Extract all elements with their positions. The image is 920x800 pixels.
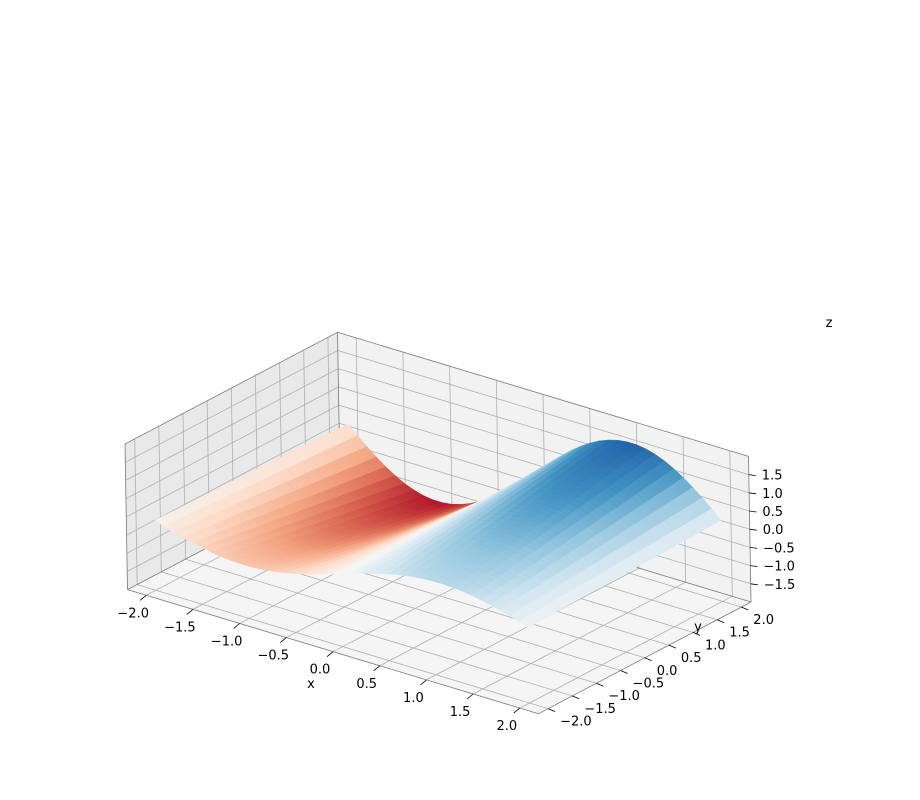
x-tick-label: −2.0 xyxy=(117,606,149,621)
surface-plot xyxy=(154,423,722,628)
y-grid-floor xyxy=(137,584,549,709)
z-grid-left xyxy=(126,422,340,536)
z-grid-left xyxy=(125,368,339,481)
y-grid-floor xyxy=(185,558,597,684)
y-tick xyxy=(692,632,701,636)
y-tick xyxy=(547,708,556,712)
y-tick-label: 0.5 xyxy=(681,651,702,666)
x-tick xyxy=(513,707,521,714)
y-tick-label: 2.0 xyxy=(753,613,774,628)
z-tick-label: 0.0 xyxy=(763,523,784,538)
x-tick-label: −1.0 xyxy=(211,635,243,650)
y-tick xyxy=(717,619,725,624)
x-tick-label: −0.5 xyxy=(258,649,290,664)
z-grid-back xyxy=(337,368,750,494)
y-tick xyxy=(620,670,628,674)
x-tick xyxy=(280,637,287,643)
x-tick-label: −1.5 xyxy=(164,620,196,635)
z-tick-label: −0.5 xyxy=(763,541,795,556)
y-grid-floor xyxy=(161,571,573,697)
z-tick-label: 1.0 xyxy=(762,487,783,502)
y-tick-label: −2.0 xyxy=(560,715,592,730)
z-tick xyxy=(748,474,756,476)
x-tick xyxy=(326,651,334,658)
z-tick xyxy=(749,492,757,495)
x-tick xyxy=(186,609,194,615)
y-tick xyxy=(596,682,604,687)
y-tick-label: −1.0 xyxy=(608,689,640,704)
z-tick-label: 0.5 xyxy=(762,505,783,520)
z-tick-label: −1.0 xyxy=(763,560,795,575)
z-grid-left xyxy=(126,404,339,518)
y-tick-label: −1.5 xyxy=(584,702,616,717)
z-tick-label: 1.5 xyxy=(762,469,783,484)
y-tick xyxy=(644,657,652,662)
y-tick xyxy=(572,695,580,700)
y-axis-label: y xyxy=(694,620,702,635)
x-tick-label: 0.0 xyxy=(310,663,331,678)
pane-edge xyxy=(124,443,128,590)
z-grid-back xyxy=(337,350,749,475)
x-tick-label: 2.0 xyxy=(496,719,517,734)
x-tick xyxy=(373,665,380,672)
x-tick xyxy=(139,594,147,601)
z-axis-label: z xyxy=(826,316,833,331)
pane-edge xyxy=(127,589,539,715)
x-axis-label: x xyxy=(307,677,315,692)
z-grid-left xyxy=(125,386,339,499)
x-tick xyxy=(420,679,427,686)
y-tick-label: 1.0 xyxy=(705,638,726,653)
surface-facet xyxy=(518,618,534,628)
z-tick xyxy=(750,583,758,586)
z-tick xyxy=(749,528,757,531)
pane-edge xyxy=(124,331,338,445)
x-tick-label: 1.0 xyxy=(403,691,424,706)
x-tick-label: 0.5 xyxy=(356,677,377,692)
x-tick xyxy=(233,623,240,629)
y-tick-label: −0.5 xyxy=(633,677,665,692)
z-tick-label: −1.5 xyxy=(764,578,796,593)
y-tick xyxy=(668,644,677,649)
z-tick xyxy=(749,510,757,513)
z-tick xyxy=(750,547,758,549)
y-tick-label: 0.0 xyxy=(657,664,678,679)
y-tick-label: 1.5 xyxy=(729,626,750,641)
z-tick xyxy=(750,565,758,567)
z-grid-left xyxy=(125,350,338,463)
axes: −2.0−1.5−1.0−0.50.00.51.01.52.0 −2.0−1.5−… xyxy=(117,469,795,734)
pane-edge xyxy=(337,331,749,457)
y-tick xyxy=(741,606,749,611)
x-tick xyxy=(466,693,474,700)
x-tick-label: 1.5 xyxy=(450,705,471,720)
